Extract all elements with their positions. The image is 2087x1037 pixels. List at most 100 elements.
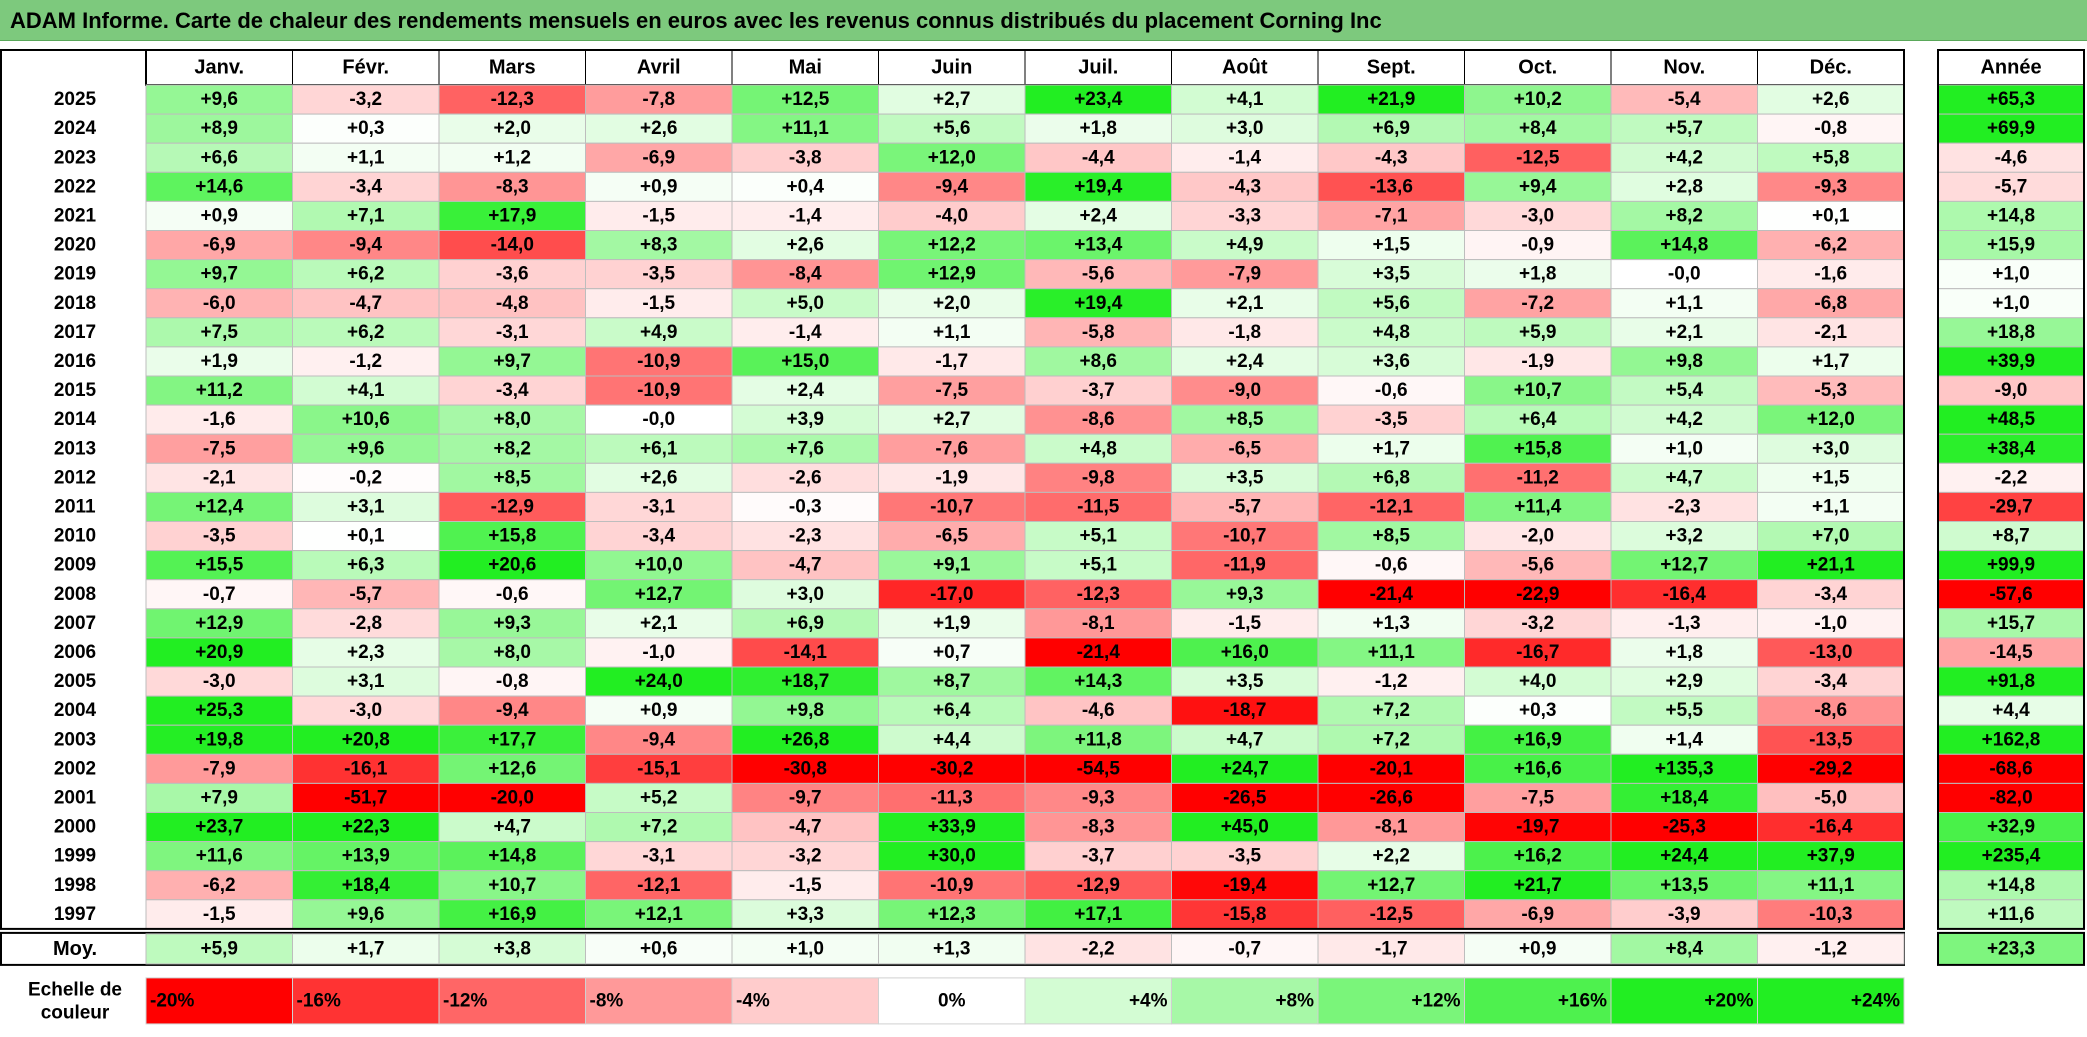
color-scale-swatch [1757,977,1905,1025]
heatmap-cell-label: +3,2 [1665,526,1703,547]
heatmap-cell-label: -3,0 [349,700,382,721]
heatmap-cell [585,433,733,464]
annual-frame [1937,49,2085,930]
heatmap-cell [1024,375,1172,406]
heatmap-cell-label: +4,0 [1519,671,1557,692]
heatmap-cell [292,782,440,814]
heatmap-cell-label: -5,6 [1521,555,1554,576]
month-header-11: Nov. [1663,57,1705,79]
heatmap-cell [1757,812,1905,843]
heatmap-cell-label: -16,1 [344,758,388,779]
heatmap-cell-label: +2,8 [1665,176,1703,197]
heatmap-cell [1317,317,1465,348]
heatmap-cell [878,288,1026,319]
heatmap-cell-label: -3,6 [496,264,529,285]
heatmap-cell [585,666,733,697]
heatmap-cell [878,579,1026,610]
year-label-2025: 2025 [54,89,97,110]
heatmap-cell-label: -30,8 [784,758,827,779]
color-scale-swatch [1317,977,1465,1025]
heatmap-cell-label: +2,0 [493,118,531,139]
heatmap-cell-label: +8,2 [493,438,531,459]
heatmap-cell [1317,870,1465,901]
heatmap-cell-label: +3,1 [347,671,385,692]
heatmap-cell [878,230,1026,261]
year-label-2012: 2012 [54,467,96,488]
heatmap-cell-label: -4,7 [789,555,822,576]
heatmap-cell [1317,433,1465,464]
heatmap-cell [292,375,440,406]
heatmap-cell-label: -6,2 [203,875,236,896]
heatmap-cell-label: +1,3 [1372,613,1410,634]
heatmap-cell-label: -8,1 [1375,817,1408,838]
annual-cell [1937,259,2085,290]
heatmap-cell [438,230,586,261]
heatmap-cell [585,782,733,814]
heatmap-cell-label: -2,1 [1814,322,1847,343]
heatmap-cell [878,637,1026,668]
heatmap-cell [438,491,586,522]
heatmap-cell-label: +8,5 [1372,526,1410,547]
heatmap-cell [1317,200,1465,231]
heatmap-cell [1610,579,1758,610]
heatmap-cell-label: +15,8 [1514,438,1562,459]
annual-cell [1937,404,2085,435]
year-label-2003: 2003 [54,729,96,750]
heatmap-cell-label: -8,3 [1082,817,1115,838]
heatmap-cell [1171,841,1319,872]
heatmap-cell-label: +20,9 [195,642,243,663]
heatmap-cell-label: +14,8 [1660,235,1708,256]
average-cell-label: -0,7 [1228,938,1261,959]
heatmap-cell-label: -2,1 [203,467,236,488]
heatmap-cell-label: -9,4 [935,176,968,197]
color-scale-step-label: +16% [1558,990,1607,1011]
heatmap-cell-label: -1,4 [1228,147,1261,168]
heatmap-cell [1610,521,1758,552]
annual-cell-label: -82,0 [1989,787,2032,808]
heatmap-cell-label: +5,6 [1372,293,1410,314]
heatmap-cell-label: +4,4 [933,729,971,750]
heatmap-cell [292,841,440,872]
heatmap-cell [1171,521,1319,552]
heatmap-cell [731,899,879,930]
heatmap-cell [1464,899,1612,930]
heatmap-cell-label: -7,5 [935,380,968,401]
heatmap-cell [1610,346,1758,377]
heatmap-cell [585,550,733,581]
heatmap-cell-label: -5,8 [1082,322,1115,343]
annual-cell-label: +162,8 [1982,729,2041,750]
heatmap-cell-label: +4,8 [1372,322,1410,343]
heatmap-cell-label: -12,9 [1077,875,1120,896]
heatmap-cell-label: +24,4 [1660,846,1709,867]
heatmap-cell-label: -1,9 [935,467,968,488]
heatmap-cell-label: +12,0 [1807,409,1855,430]
heatmap-cell-label: -1,4 [789,322,822,343]
heatmap-cell [1757,753,1905,784]
heatmap-cell-label: +3,3 [786,904,824,925]
heatmap-cell-label: +20,6 [488,555,536,576]
heatmap-cell [145,317,293,348]
heatmap-cell-label: +2,7 [933,89,971,110]
heatmap-cell-label: +8,2 [1665,205,1703,226]
heatmap-cell [585,142,733,173]
annual-cell-label: -9,0 [1995,380,2028,401]
heatmap-cell-label: -8,6 [1814,700,1847,721]
heatmap-cell [438,608,586,639]
color-scale-step-label: +4% [1129,990,1168,1011]
year-label-2015: 2015 [54,380,97,401]
heatmap-cell [878,899,1026,930]
heatmap-cell [1171,84,1319,115]
heatmap-cell-label: -54,5 [1077,758,1121,779]
heatmap-cell [1464,491,1612,522]
heatmap-cell-label: +2,7 [933,409,971,430]
average-label: Moy. [53,938,97,960]
heatmap-cell-label: +12,9 [928,264,976,285]
heatmap-cell [1464,200,1612,231]
heatmap-cell [438,666,586,697]
heatmap-cell-label: +1,9 [200,351,238,372]
heatmap-cell-label: -7,9 [1228,264,1261,285]
heatmap-cell-label: +5,2 [640,787,678,808]
heatmap-cell-label: -1,6 [203,409,236,430]
heatmap-cell [1610,724,1758,755]
heatmap-cell-label: -2,6 [789,467,822,488]
